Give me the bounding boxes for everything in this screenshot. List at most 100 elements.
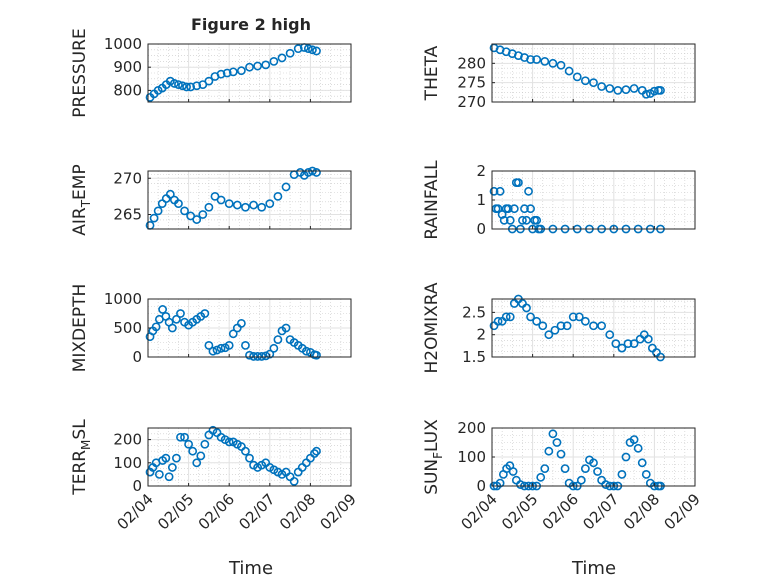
x-tick-label: 02/04 xyxy=(114,490,157,533)
data-point xyxy=(285,48,295,58)
data-point xyxy=(538,321,548,331)
y-tick-label: 0 xyxy=(132,477,142,495)
x-tick-label: 02/08 xyxy=(620,490,663,533)
data-point xyxy=(249,352,258,361)
axes-frame xyxy=(147,170,352,230)
data-point xyxy=(597,82,607,91)
data-point xyxy=(245,453,254,463)
data-point xyxy=(312,350,321,360)
x-tick-label: 02/07 xyxy=(579,490,622,533)
subplot-terr-msl: 0 100 200 TERRMSL 02/0402/0502/0602/0702/080… xyxy=(70,419,360,534)
data-point xyxy=(548,58,558,68)
data-point xyxy=(593,467,602,476)
data-point xyxy=(180,206,189,216)
data-point xyxy=(568,312,578,322)
y-tick-label: 1000 xyxy=(104,290,142,308)
axes-frame xyxy=(147,43,352,103)
data-point xyxy=(312,46,321,56)
axes-frame xyxy=(147,427,352,487)
y-tick-label: 0 xyxy=(476,477,486,495)
data-point xyxy=(574,312,584,322)
y-axis-label: RAINFALL xyxy=(422,160,442,240)
data-point xyxy=(601,480,611,489)
data-point xyxy=(257,202,267,212)
y-tick-label: 1.5 xyxy=(462,348,486,366)
data-point xyxy=(184,439,193,449)
data-point xyxy=(149,213,159,223)
data-point xyxy=(613,86,623,95)
y-tick-label: 265 xyxy=(113,206,142,224)
data-point xyxy=(265,199,275,209)
data-point xyxy=(253,352,263,361)
data-point xyxy=(650,86,659,96)
data-point xyxy=(172,314,181,324)
data-point xyxy=(224,199,234,209)
data-point xyxy=(562,321,572,331)
data-point xyxy=(580,76,590,86)
data-point xyxy=(265,349,275,359)
data-point xyxy=(224,340,234,350)
y-axis-label: THETA xyxy=(422,45,442,101)
data-point xyxy=(154,469,164,479)
data-point xyxy=(310,449,319,458)
data-point xyxy=(505,312,515,322)
data-point xyxy=(552,438,562,447)
data-point xyxy=(540,464,550,473)
data-point xyxy=(617,343,627,353)
axes-frame xyxy=(491,298,696,358)
x-tick-label: 02/08 xyxy=(276,490,319,533)
data-point xyxy=(564,66,574,76)
data-point xyxy=(198,210,208,219)
y-tick-label: 800 xyxy=(113,81,142,99)
y-tick-label: 500 xyxy=(113,319,142,337)
y-tick-label: 270 xyxy=(457,93,486,111)
data-point xyxy=(518,215,527,225)
y-tick-label: 0 xyxy=(132,348,142,366)
data-point xyxy=(249,200,258,210)
y-tick-label: 270 xyxy=(113,169,142,187)
data-point xyxy=(236,318,246,328)
data-point xyxy=(641,469,651,479)
data-point xyxy=(153,206,163,216)
data-point xyxy=(312,446,321,456)
data-point xyxy=(188,446,198,456)
data-point xyxy=(174,80,183,89)
data-point xyxy=(495,186,505,196)
x-tick-label: 02/05 xyxy=(154,490,197,533)
data-point xyxy=(526,204,535,214)
data-point xyxy=(617,469,627,479)
x-axis-label-left: Time xyxy=(228,558,273,579)
data-point xyxy=(509,204,519,214)
data-point xyxy=(503,204,513,214)
y-tick-label: 2 xyxy=(476,162,486,180)
data-point xyxy=(216,343,226,353)
y-tick-label: 0 xyxy=(476,220,486,238)
x-tick-label: 02/05 xyxy=(498,490,541,533)
data-point xyxy=(550,325,560,335)
data-point xyxy=(643,334,653,344)
data-point xyxy=(544,446,554,456)
data-point xyxy=(245,350,254,360)
data-point xyxy=(532,316,542,326)
data-point xyxy=(303,168,313,177)
data-point xyxy=(576,475,586,485)
data-point xyxy=(637,458,647,468)
data-point xyxy=(208,346,218,356)
data-point xyxy=(629,435,639,444)
data-point xyxy=(257,352,267,361)
data-point xyxy=(301,346,311,356)
data-point xyxy=(589,321,598,331)
data-point xyxy=(532,55,542,64)
y-tick-label: 200 xyxy=(113,431,142,449)
data-point xyxy=(222,68,232,78)
data-point xyxy=(308,45,317,55)
data-point xyxy=(236,66,246,76)
data-point xyxy=(489,186,499,196)
data-point xyxy=(501,312,511,322)
x-tick-label: 02/06 xyxy=(195,490,238,533)
y-tick-label: 100 xyxy=(113,454,142,472)
data-point xyxy=(192,458,202,468)
y-tick-label: 900 xyxy=(113,58,142,76)
data-point xyxy=(556,449,566,459)
